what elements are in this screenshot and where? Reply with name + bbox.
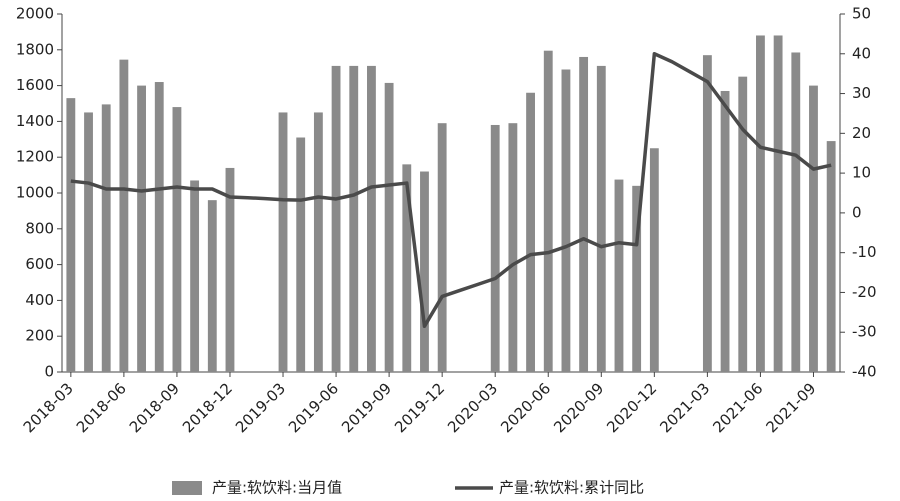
x-tick-label: 2018-03: [20, 379, 77, 436]
y2-tick-label: 20: [852, 124, 871, 142]
x-tick-label: 2020-06: [497, 379, 554, 436]
bar: [526, 92, 535, 372]
bar: [119, 59, 129, 373]
bar: [331, 65, 341, 372]
legend-swatch: [172, 481, 202, 495]
y2-tick-label: -10: [852, 243, 877, 261]
bar: [720, 90, 730, 372]
bar: [791, 52, 801, 373]
bar: [809, 85, 818, 372]
bar: [101, 104, 111, 373]
bar: [649, 148, 659, 372]
y2-tick-label: -30: [852, 323, 877, 341]
y-tick-label: 600: [25, 255, 54, 273]
bar: [349, 65, 359, 372]
y2-tick-label: -40: [852, 363, 877, 381]
bar: [437, 123, 447, 372]
bar: [137, 85, 146, 372]
x-tick-label: 2020-09: [550, 379, 607, 436]
bar: [561, 69, 571, 373]
line: [70, 52, 832, 329]
bar: [614, 179, 624, 372]
x-tick-label: 2019-12: [391, 379, 448, 436]
bar: [84, 112, 93, 372]
x-tick-label: 2018-12: [179, 379, 236, 436]
bar: [632, 185, 642, 372]
bar: [702, 55, 712, 373]
bar: [296, 137, 306, 372]
bar: [278, 112, 288, 372]
bar: [172, 107, 182, 372]
bar: [402, 164, 412, 372]
bar: [384, 82, 394, 372]
legend: 产量:软饮料:当月值 产量:软饮料:累计同比: [172, 479, 644, 497]
y-tick-label: 2000: [16, 5, 54, 23]
bar: [154, 82, 164, 373]
legend-label: 产量:软饮料:当月值: [212, 479, 342, 497]
x-tick-label: 2019-03: [232, 379, 289, 436]
bar: [596, 65, 606, 372]
x-tick-label: 2021-09: [762, 379, 819, 436]
x-tick-label: 2018-06: [73, 379, 130, 436]
bar: [225, 167, 235, 372]
x-tick-label: 2020-03: [444, 379, 501, 436]
x-tick-label: 2021-06: [709, 379, 766, 436]
y-tick-label: 1600: [16, 76, 54, 94]
bar: [508, 123, 518, 372]
y-tick-label: 1200: [16, 148, 54, 166]
y-tick-label: 1000: [16, 184, 54, 202]
y2-tick-label: 0: [852, 203, 862, 221]
y2-tick-label: 50: [852, 5, 871, 23]
bar: [756, 35, 765, 372]
y-tick-label: 0: [44, 363, 54, 381]
bar: [207, 200, 217, 372]
x-tick-label: 2020-12: [603, 379, 660, 436]
x-tick-label: 2019-06: [285, 379, 342, 436]
bar: [66, 98, 76, 372]
y-tick-label: 800: [25, 219, 54, 237]
bar: [313, 112, 323, 372]
x-tick-label: 2019-09: [338, 379, 395, 436]
y-tick-label: 1800: [16, 40, 54, 58]
y-tick-label: 200: [25, 327, 54, 345]
legend-label: 产量:软饮料:累计同比: [499, 479, 644, 497]
bar: [190, 180, 200, 372]
bar: [490, 124, 500, 372]
bar: [543, 50, 553, 372]
y2-tick-label: -20: [852, 283, 877, 301]
bar: [826, 141, 836, 372]
y2-tick-label: 30: [852, 84, 871, 102]
x-tick-label: 2021-03: [656, 379, 713, 436]
x-tick-label: 2018-09: [126, 379, 183, 436]
y2-tick-label: 10: [852, 164, 871, 182]
bar: [579, 56, 589, 373]
bar: [420, 171, 429, 372]
y-tick-label: 1400: [16, 112, 54, 130]
y2-tick-label: 40: [852, 44, 871, 62]
y-tick-label: 400: [25, 291, 54, 309]
bar: [738, 76, 748, 373]
bar: [773, 35, 783, 372]
bar: [367, 65, 376, 372]
